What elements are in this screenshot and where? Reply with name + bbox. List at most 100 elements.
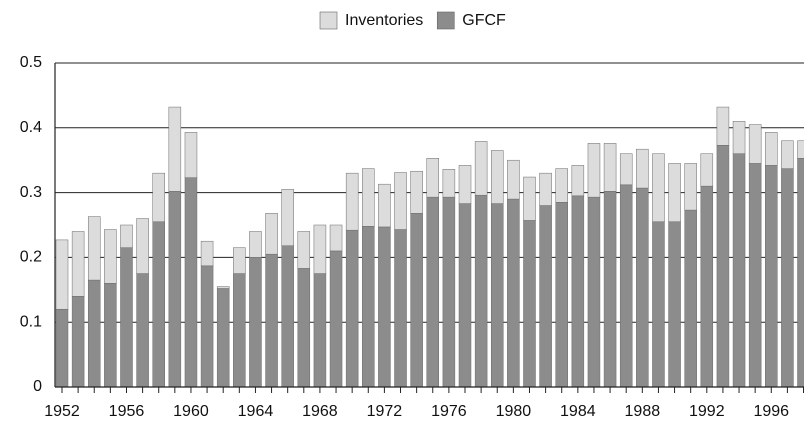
bar-segment xyxy=(345,229,359,388)
bar-segment xyxy=(216,288,230,388)
bar-segment xyxy=(136,273,149,388)
x-tick-label: 1968 xyxy=(302,403,338,420)
bar-segment xyxy=(587,196,601,388)
x-tick-label: 1988 xyxy=(625,403,661,420)
bar-segment xyxy=(668,221,681,388)
bar-segment xyxy=(233,273,246,388)
x-tick-label: 1976 xyxy=(431,403,467,420)
bar-segment xyxy=(781,140,794,169)
bar-segment xyxy=(458,165,472,204)
bar-segment xyxy=(748,163,762,388)
x-tick-label: 1992 xyxy=(689,403,725,420)
bar-segment xyxy=(410,213,423,388)
bar-segment xyxy=(87,216,101,281)
bar-segment xyxy=(329,250,343,388)
bar-segment xyxy=(700,185,714,388)
bar-segment xyxy=(184,132,198,178)
bar-segment xyxy=(55,239,69,310)
bar-segment xyxy=(120,224,133,248)
bar-segment xyxy=(184,177,198,388)
bar-segment xyxy=(313,273,327,388)
bar-segment xyxy=(716,106,730,146)
bar-segment xyxy=(168,191,182,388)
bar-segment xyxy=(265,253,278,388)
legend-label: GFCF xyxy=(462,12,506,29)
bar-segment xyxy=(555,202,568,388)
bar-segment xyxy=(490,150,504,204)
bar-segment xyxy=(362,168,375,227)
bar-segment xyxy=(636,148,649,189)
bar-segment xyxy=(152,221,165,388)
bar-segment xyxy=(120,247,133,388)
bar-segment xyxy=(426,196,440,388)
bar-segment xyxy=(394,172,407,230)
bar-segment xyxy=(603,191,617,388)
bar-segment xyxy=(200,265,214,388)
bar-segment xyxy=(523,220,536,388)
y-tick-label: 0.5 xyxy=(20,54,42,71)
bar-segment xyxy=(297,268,311,388)
bar-segment xyxy=(587,143,601,198)
bar-segment xyxy=(765,132,778,166)
x-tick-label: 1972 xyxy=(367,403,403,420)
x-tick-label: 1984 xyxy=(560,403,596,420)
bar-segment xyxy=(104,229,117,284)
bar-segment xyxy=(523,176,536,221)
bar-segment xyxy=(345,172,359,231)
bar-segment xyxy=(748,124,762,164)
bar-segment xyxy=(716,145,730,388)
bar-segment xyxy=(652,153,665,223)
x-tick-label: 1996 xyxy=(753,403,789,420)
bar-segment xyxy=(668,163,681,223)
bar-segment xyxy=(249,231,262,258)
bar-segment xyxy=(281,245,294,388)
bar-segment xyxy=(765,165,778,388)
bar-segment xyxy=(539,172,552,206)
bar-segment xyxy=(684,163,697,211)
bar-segment xyxy=(700,153,714,187)
legend-label: Inventories xyxy=(345,12,423,29)
bar-segment xyxy=(168,106,182,192)
bar-segment xyxy=(200,240,214,267)
bar-segment xyxy=(442,196,456,388)
bar-segment xyxy=(378,226,391,388)
bar-segment xyxy=(55,308,69,388)
bar-segment xyxy=(249,257,262,388)
bar-segment xyxy=(442,169,456,198)
y-tick-label: 0 xyxy=(33,378,42,395)
bar-segment xyxy=(636,187,649,388)
bar-segment xyxy=(426,158,440,198)
bar-segment xyxy=(619,184,633,388)
y-tick-label: 0.4 xyxy=(20,119,42,136)
bar-segment xyxy=(313,224,327,274)
bar-segment xyxy=(329,224,343,252)
bar-segment xyxy=(797,158,804,388)
bar-segment xyxy=(297,231,311,269)
bar-segment xyxy=(474,194,488,388)
bar-segment xyxy=(362,226,375,388)
bar-segment xyxy=(684,209,697,388)
y-tick-label: 0.2 xyxy=(20,249,42,266)
bar-segment xyxy=(265,213,278,255)
legend-swatch xyxy=(319,11,338,30)
bar-segment xyxy=(555,168,568,203)
bar-segment xyxy=(281,189,294,246)
bar-segment xyxy=(410,170,423,214)
bar-segment xyxy=(571,165,585,197)
bar-segment xyxy=(474,141,488,196)
bar-segment xyxy=(104,283,117,388)
bar-segment xyxy=(378,183,391,228)
x-tick-label: 1980 xyxy=(496,403,532,420)
y-tick-label: 0.3 xyxy=(20,184,42,201)
x-tick-label: 1964 xyxy=(238,403,274,420)
x-tick-label: 1952 xyxy=(44,403,80,420)
bar-segment xyxy=(652,221,665,388)
bar-segment xyxy=(619,153,633,186)
y-tick-label: 0.1 xyxy=(20,313,42,330)
bar-segment xyxy=(71,296,85,388)
bar-segment xyxy=(539,205,552,388)
bar-segment xyxy=(571,195,585,388)
bar-segment xyxy=(490,203,504,388)
bar-segment xyxy=(233,247,246,274)
